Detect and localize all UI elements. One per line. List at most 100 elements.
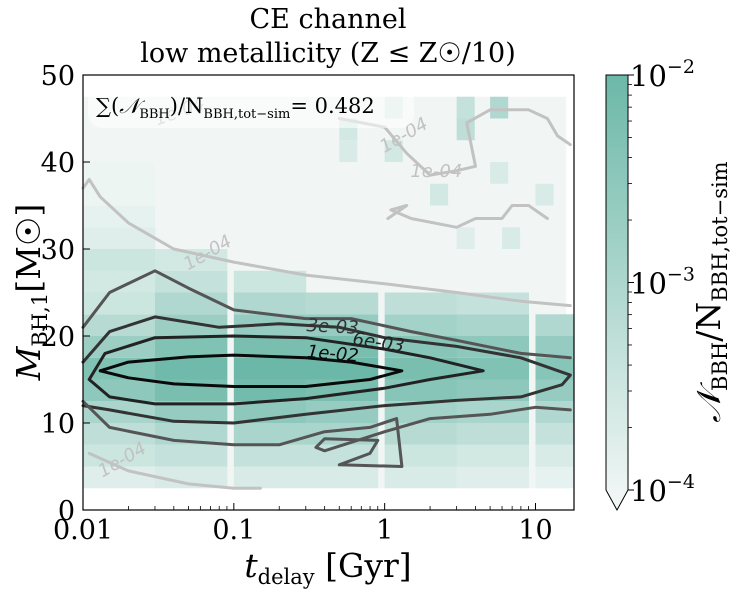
contour-line-1e-04: [87, 451, 262, 490]
heatmap-cell: [83, 292, 156, 315]
heatmap-cell: [502, 227, 521, 249]
contour-line-6e-03: [87, 334, 485, 406]
heatmap-cell: [305, 466, 379, 489]
contour-line-1e-04: [386, 204, 549, 229]
heatmap-cell: [456, 401, 530, 423]
heatmap-cell: [83, 379, 156, 402]
x-label-sub: delay: [258, 565, 315, 589]
colorbar-label-sub2: BBH,tot−sim: [708, 161, 732, 301]
colorbar-label-sub1: BBH: [708, 342, 732, 391]
heatmap-cell: [490, 96, 509, 119]
heatmap-cell: [83, 423, 156, 445]
heatmap-cell: [305, 292, 379, 315]
chart-title-line2: low metallicity (Z ≤ Z☉/10): [140, 38, 516, 69]
heatmap-cell: [154, 336, 228, 358]
heatmap-cell: [535, 314, 574, 336]
heatmap-cell: [456, 292, 530, 315]
colorbar-body: [605, 74, 629, 512]
colorbar-tick-label: 10−2: [630, 56, 695, 93]
heatmap-cell: [456, 96, 475, 119]
heatmap-cell: [83, 336, 156, 358]
annotation-value: = 0.482: [290, 94, 374, 118]
heatmap-cell: [83, 162, 156, 184]
heatmap-cell: [535, 401, 574, 423]
heatmap-cell: [83, 183, 156, 206]
x-axis-ticks: 0.01 0.1 1 10: [53, 503, 553, 546]
contour-label: 1e-04: [410, 161, 462, 182]
y-tick-label: 0: [58, 496, 75, 527]
heatmap-cell: [83, 357, 156, 380]
heatmap-cell: [384, 466, 458, 489]
contour-line-1e-03: [81, 399, 572, 468]
colorbar-tick-label: 10−3: [630, 264, 695, 301]
heatmap-cell: [384, 444, 458, 467]
heatmap-cell: [430, 183, 449, 206]
heatmap-cell: [83, 314, 156, 336]
svg-text:∑(𝒩BBH)/NBBH,tot−sim= 0.482: ∑(𝒩BBH)/NBBH,tot−sim= 0.482: [96, 94, 375, 122]
heatmap-cell: [233, 379, 307, 402]
heatmap-cell: [535, 183, 554, 206]
heatmap-cell: [233, 336, 307, 358]
y-tick-label: 40: [41, 148, 75, 179]
heatmap-cell: [83, 270, 156, 293]
x-axis-label: tdelay [Gyr]: [244, 546, 411, 589]
heatmap-cell: [154, 401, 228, 423]
heatmap-cell: [456, 227, 475, 249]
y-label-unit: [M☉]: [9, 204, 48, 293]
x-tick-label: 0.1: [212, 515, 255, 546]
heatmap-cell: [154, 249, 228, 271]
heatmap-cell: [384, 292, 458, 315]
contour-line-3e-03: [81, 315, 572, 425]
heatmap-cell: [83, 249, 156, 271]
y-label-main: M: [9, 345, 48, 381]
heatmap-cell: [535, 423, 574, 445]
heatmap-cell: [456, 423, 530, 445]
heatmap-cell: [83, 444, 156, 467]
colorbar-label-mid: /N: [689, 302, 728, 342]
heatmap-cell: [233, 357, 307, 380]
y-tick-label: 20: [41, 322, 75, 353]
heatmap-cell: [456, 444, 530, 467]
heatmap-cell: [233, 423, 307, 445]
x-tick-label: 0.01: [53, 515, 113, 546]
annotation-den-sub: BBH,tot−sim: [203, 107, 290, 122]
heatmap-cell: [233, 466, 307, 489]
contour-line-1e-03: [81, 269, 572, 360]
y-axis-label: MBH,1[M☉]: [9, 204, 52, 382]
colorbar-label: 𝒩BBH/NBBH,tot−sim: [689, 161, 732, 422]
heatmap-cell: [154, 444, 228, 467]
contour-label: 3e-03: [306, 315, 359, 339]
colorbar-ticks: 10−2 10−3 10−4: [628, 56, 695, 508]
heatmap-cell: [535, 444, 574, 467]
contour-lines: [81, 108, 572, 490]
heatmap-cell: [535, 466, 574, 489]
heatmap-cell: [233, 270, 307, 293]
annotation-box: ∑(𝒩BBH)/NBBH,tot−sim= 0.482: [88, 84, 414, 128]
annotation-sum: ∑(: [96, 94, 119, 118]
heatmap-cell: [384, 423, 458, 445]
colorbar-tick-label: 10−4: [630, 471, 695, 508]
y-tick-label: 30: [41, 235, 75, 266]
heatmap-cell: [233, 292, 307, 315]
x-label-main: t: [244, 546, 258, 585]
heatmap-cell: [456, 466, 530, 489]
heatmap-cell: [384, 357, 458, 380]
x-tick-label: 1: [376, 515, 393, 546]
heatmap-cell: [83, 227, 156, 249]
plot-frame: [82, 74, 575, 511]
heatmap-cell: [535, 336, 574, 358]
colorbar: 10−2 10−3 10−4 𝒩BBH/NBBH,tot−sim: [605, 56, 732, 512]
heatmap-cells: [83, 75, 574, 510]
x-tick-label: 10: [518, 515, 552, 546]
chart-title-line1: CE channel: [250, 4, 407, 35]
annotation-N-sub: BBH: [139, 107, 169, 122]
heatmap-cell: [456, 379, 530, 402]
y-tick-label: 10: [41, 409, 75, 440]
heatmap-cell: [456, 357, 530, 380]
y-label-sub: BH,1: [28, 293, 52, 347]
contour-line-1e-04: [337, 108, 572, 177]
contour-line-1e-04: [81, 177, 572, 308]
heatmap-cell: [154, 466, 228, 489]
heatmap-cell: [154, 270, 228, 293]
y-axis-ticks: 0 10 20 30 40 50: [41, 61, 90, 527]
